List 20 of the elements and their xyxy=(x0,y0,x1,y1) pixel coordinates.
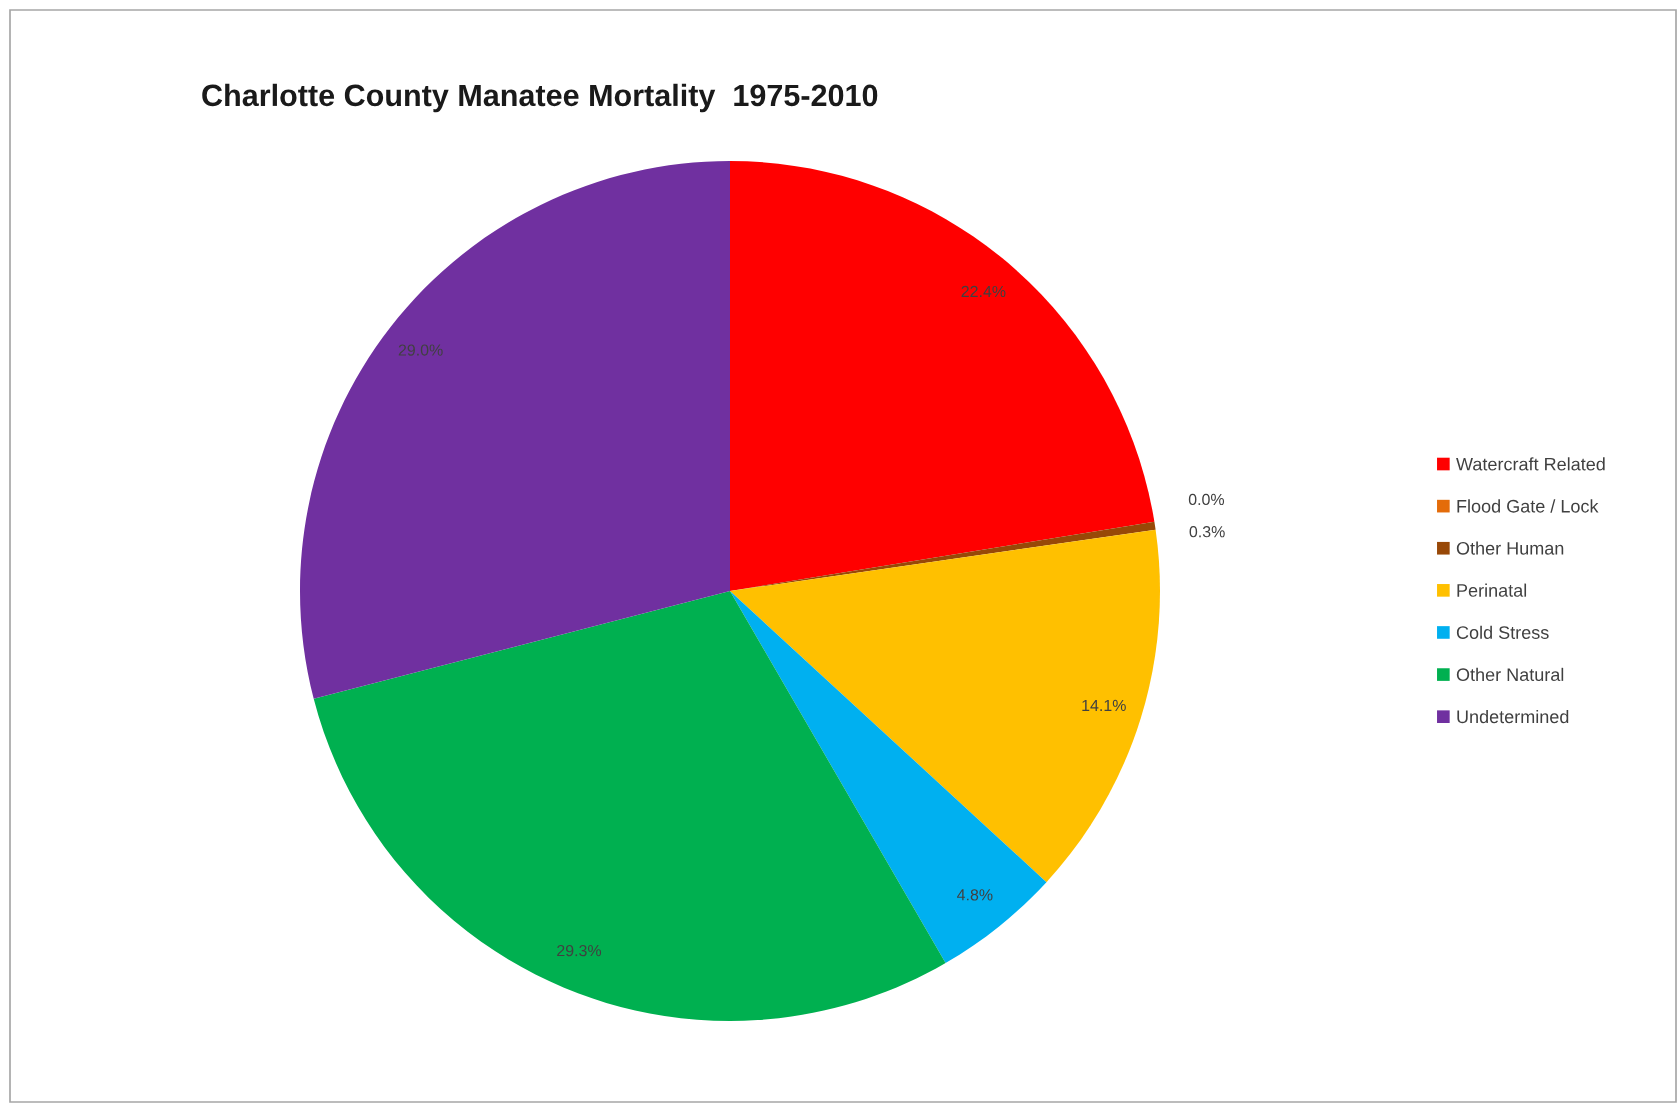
legend-label: Perinatal xyxy=(1457,583,1527,597)
legend-label: Cold Stress xyxy=(1456,625,1549,639)
data-label: 14.1% xyxy=(1082,699,1126,711)
legend-label: Other Human xyxy=(1456,541,1564,555)
pie-slice xyxy=(730,591,1047,964)
legend-label: Watercraft Related xyxy=(1456,457,1605,471)
pie-slice xyxy=(300,161,730,699)
pie-slice xyxy=(730,529,1160,883)
data-label: 0.3% xyxy=(1189,526,1225,538)
legend-label: Undetermined xyxy=(1457,709,1569,724)
data-label: 22.4% xyxy=(961,285,1006,298)
data-label: 29.3% xyxy=(557,944,602,957)
pie-slice xyxy=(730,161,1155,591)
data-label: 4.8% xyxy=(957,889,993,901)
legend-label: Flood Gate / Lock xyxy=(1457,499,1599,513)
text: 0.0% xyxy=(1188,493,1225,506)
data-label: 29.0% xyxy=(398,344,443,356)
pie-slice xyxy=(313,591,946,1021)
chart-title: Charlotte County Manatee Mortality 1975-2010 xyxy=(202,83,878,113)
legend-label: Other Natural xyxy=(1456,667,1564,682)
